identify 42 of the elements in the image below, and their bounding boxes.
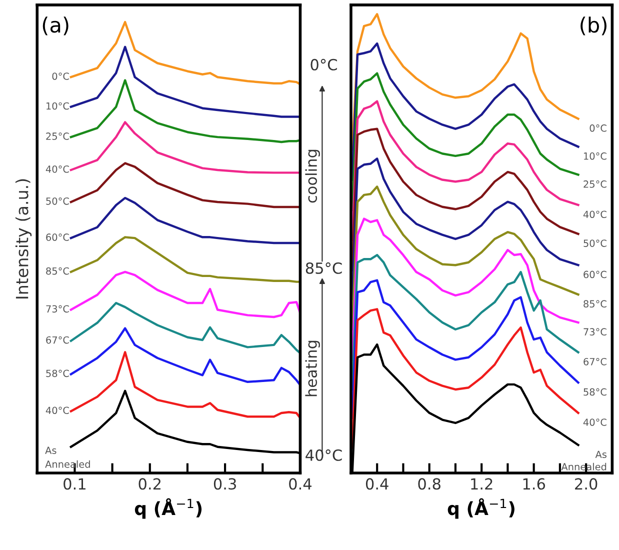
text: cooling: [305, 150, 320, 203]
series-label: 0°C: [52, 72, 69, 80]
chart-title: (a): [42, 16, 68, 36]
series-label: 40°C: [583, 418, 606, 426]
x-tick-label: 0.2: [138, 478, 161, 490]
series-label: 58°C: [584, 388, 606, 396]
x-tick-label: 0.4: [366, 478, 388, 490]
series-label: 58°C: [46, 370, 69, 378]
text: 40°C: [306, 449, 342, 461]
series-label: 40°C: [46, 406, 69, 414]
x-tick-label: 0.8: [418, 478, 440, 490]
series-label: 50°C: [584, 240, 606, 247]
series-label: 73°C: [46, 305, 69, 313]
x-tick-label: 1.6: [523, 478, 546, 490]
series-label: 67°C: [46, 336, 69, 344]
series-label: 60°C: [46, 234, 69, 241]
series-label: 10°C: [46, 102, 69, 110]
y-axis-title: Intensity (a.u.): [15, 179, 32, 298]
chart-title: (b): [580, 16, 606, 36]
series-label: 85°C: [584, 300, 606, 308]
x-tick-label: 1.2: [471, 478, 492, 490]
series-label: 67°C: [584, 358, 606, 366]
text: 85°C: [306, 262, 342, 274]
series-label: 40°C: [583, 210, 606, 218]
x-tick-label: 0.1: [64, 478, 86, 490]
series-label: 40°C: [46, 165, 69, 173]
x-axis-title: q (Å$^{−1}$): [134, 498, 202, 519]
text: heating: [305, 340, 320, 396]
x-tick-label: 0.4: [289, 478, 312, 490]
series-label: 0°C: [590, 124, 606, 132]
x-tick-label: 2.0: [575, 478, 598, 490]
series-label: 10°C: [584, 152, 606, 160]
series-label: 85°C: [46, 267, 69, 275]
series-label: 60°C: [584, 270, 606, 278]
series-label: 50°C: [46, 197, 69, 205]
series-label: 25°C: [584, 180, 606, 188]
text: 0°C: [310, 58, 337, 70]
series-label: 73°C: [584, 328, 606, 336]
x-tick-label: 0.3: [214, 478, 236, 490]
series-label: 25°C: [46, 132, 69, 140]
x-axis-title: q (Å$^{−1}$): [448, 498, 514, 519]
series-label: As Annealed: [45, 446, 90, 468]
